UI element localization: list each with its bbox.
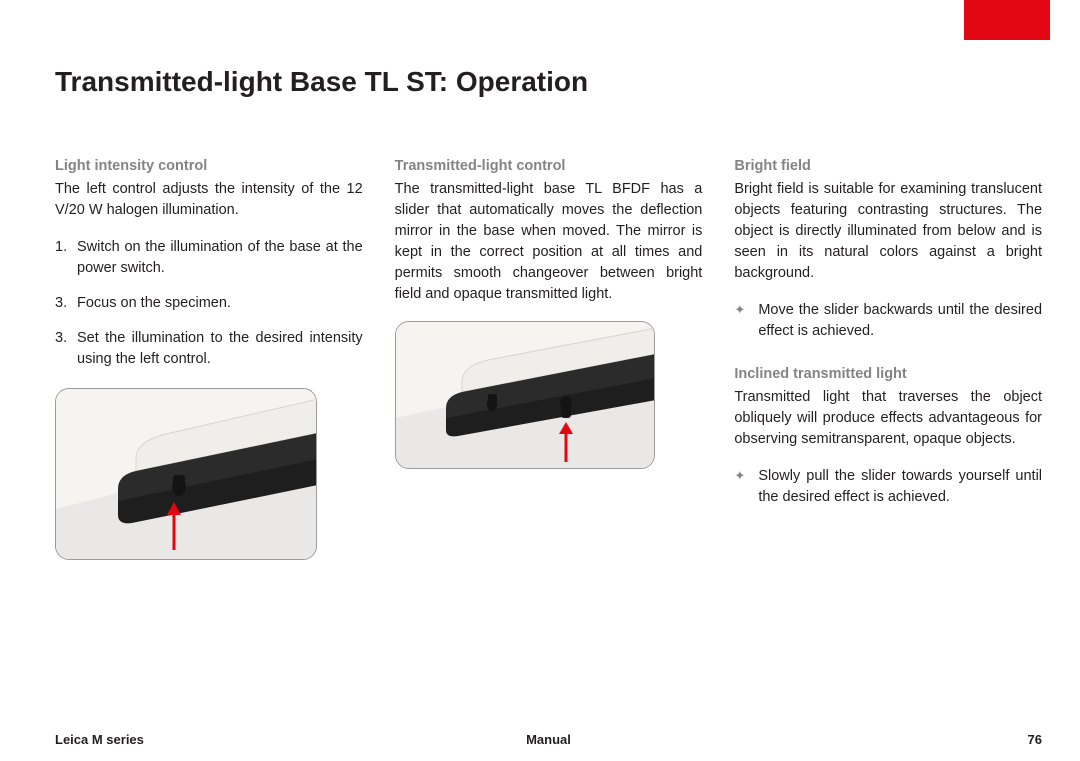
page-title: Transmitted-light Base TL ST: Operation [55,66,588,98]
content-columns: Light intensity control The left control… [55,156,1042,560]
star-icon: ✦ [734,466,758,508]
bullet-text: Move the slider backwards until the desi… [758,300,1042,342]
figure-2 [395,321,655,469]
bullet-text: Slowly pull the slider towards yourself … [758,466,1042,508]
col3-section-1: Bright field Bright field is suitable fo… [734,156,1042,342]
list-item: 3. Focus on the specimen. [55,293,363,314]
col1-steps: 1. Switch on the illumination of the bas… [55,237,363,370]
col1-heading: Light intensity control [55,156,363,177]
step-text: Focus on the specimen. [77,293,363,314]
step-number: 1. [55,237,77,279]
page: Transmitted-light Base TL ST: Operation … [0,0,1080,761]
footer-left: Leica M series [55,732,384,747]
list-item: ✦ Move the slider backwards until the de… [734,300,1042,342]
list-item: ✦ Slowly pull the slider towards yoursel… [734,466,1042,508]
col3-bullets-1: ✦ Move the slider backwards until the de… [734,300,1042,342]
col3-section-2: Inclined transmitted light Transmitted l… [734,364,1042,508]
figure-1 [55,388,317,560]
column-1: Light intensity control The left control… [55,156,363,560]
page-footer: Leica M series Manual 76 [55,732,1042,747]
col3-bullets-2: ✦ Slowly pull the slider towards yoursel… [734,466,1042,508]
col3-heading-2: Inclined transmitted light [734,364,1042,385]
list-item: 3. Set the illumination to the desired i… [55,328,363,370]
col3-heading-1: Bright field [734,156,1042,177]
col3-intro-1: Bright field is suitable for examining t… [734,179,1042,284]
column-3: Bright field Bright field is suitable fo… [734,156,1042,560]
col1-intro: The left control adjusts the intensity o… [55,179,363,221]
brand-red-tab [964,0,1050,40]
star-icon: ✦ [734,300,758,342]
column-2: Transmitted-light control The transmitte… [395,156,703,560]
step-number: 3. [55,328,77,370]
col2-heading: Transmitted-light control [395,156,703,177]
col3-intro-2: Transmitted light that traverses the obj… [734,387,1042,450]
list-item: 1. Switch on the illumination of the bas… [55,237,363,279]
col2-intro: The transmitted-light base TL BFDF has a… [395,179,703,305]
step-text: Switch on the illumination of the base a… [77,237,363,279]
step-number: 3. [55,293,77,314]
footer-right: 76 [713,732,1042,747]
footer-center: Manual [384,732,713,747]
step-text: Set the illumination to the desired inte… [77,328,363,370]
